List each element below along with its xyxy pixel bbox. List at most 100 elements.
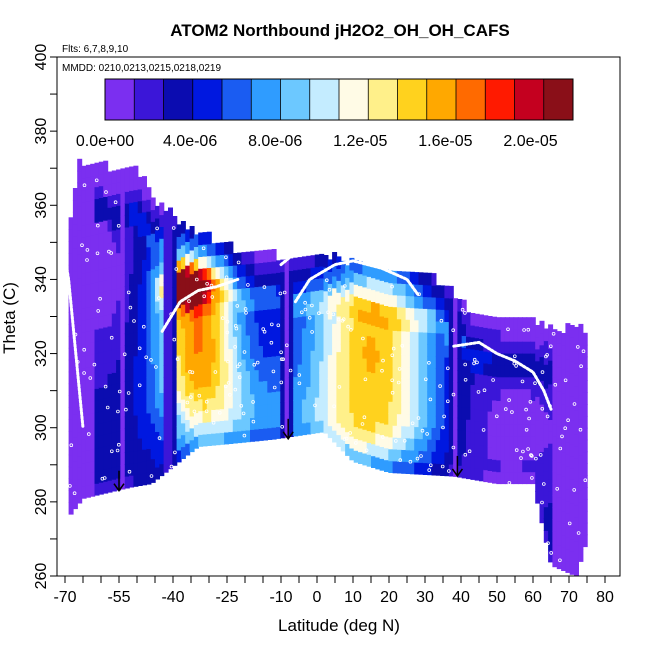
heatmap-cell [276, 343, 281, 356]
heatmap-cell [133, 403, 139, 416]
heatmap-cell [116, 288, 122, 301]
heatmap-cell [569, 384, 575, 397]
heatmap-cell [496, 329, 502, 342]
heatmap-cell [68, 407, 74, 420]
heatmap-cell [327, 354, 333, 367]
heatmap-cell [150, 233, 156, 246]
heatmap-cell [159, 404, 165, 417]
heatmap-cell [111, 312, 117, 326]
sample-point [269, 340, 274, 345]
heatmap-cell [98, 304, 104, 317]
heatmap-cell [358, 368, 363, 381]
heatmap-cell [396, 460, 402, 474]
sample-point [558, 446, 563, 451]
heatmap-cell [124, 369, 130, 382]
heatmap-cell [569, 431, 575, 445]
heatmap-cell [483, 362, 489, 376]
heatmap-cell [440, 463, 446, 476]
heatmap-cell [163, 341, 169, 354]
heatmap-cell [314, 420, 320, 434]
heatmap-cell [107, 266, 113, 279]
sample-point [427, 468, 432, 472]
heatmap-cell [427, 344, 433, 357]
heatmap-cell [539, 332, 545, 346]
colorbar-swatch [426, 79, 457, 120]
heatmap-cell [90, 329, 96, 343]
heatmap-cell [232, 336, 238, 349]
heatmap-cell [414, 295, 420, 309]
heatmap-cell [440, 356, 446, 370]
heatmap-cell [431, 379, 437, 393]
heatmap-cell [250, 251, 255, 264]
heatmap-cell [561, 427, 567, 441]
heatmap-cell [366, 406, 372, 420]
heatmap-cell [77, 265, 83, 279]
heatmap-cell [297, 399, 303, 412]
sample-point [224, 255, 228, 260]
heatmap-cell [241, 275, 247, 289]
heatmap-cell [163, 258, 169, 271]
heatmap-cell [202, 362, 208, 376]
heatmap-cell [371, 313, 376, 326]
heatmap-cell [142, 199, 147, 213]
heatmap-cell [314, 385, 320, 398]
heatmap-cell [245, 394, 251, 407]
heatmap-cell [470, 324, 476, 338]
heatmap-cell [90, 199, 96, 212]
heatmap-cell [453, 357, 459, 371]
heatmap-cell [457, 417, 463, 431]
heatmap-cell [358, 404, 363, 417]
heatmap-cell [137, 212, 143, 226]
sample-point [313, 403, 317, 408]
sample-point [279, 380, 284, 385]
sample-point [475, 360, 479, 365]
sample-point [419, 454, 423, 458]
heatmap-cell [172, 299, 178, 312]
heatmap-cell [340, 260, 346, 274]
heatmap-cell [444, 428, 450, 441]
heatmap-cell [427, 284, 433, 298]
heatmap-cell [206, 397, 212, 411]
heatmap-cell [254, 369, 260, 382]
x-tick-label: -40 [161, 589, 184, 606]
heatmap-cell [284, 413, 290, 426]
heatmap-cell [271, 343, 277, 357]
heatmap-cell [500, 400, 506, 413]
heatmap-cell [422, 391, 428, 404]
heatmap-cell [362, 369, 368, 383]
heatmap-cell [375, 302, 381, 316]
heatmap-cell [578, 466, 584, 479]
colorbar-swatch [514, 79, 545, 120]
sample-point [445, 399, 450, 404]
sample-point [72, 491, 77, 496]
heatmap-cell [107, 420, 113, 434]
heatmap-cell [219, 254, 225, 267]
heatmap-cell [271, 355, 277, 369]
heatmap-cell [319, 289, 325, 303]
heatmap-cell [306, 327, 312, 340]
heatmap-cell [94, 376, 100, 389]
heatmap-cell [371, 301, 376, 314]
heatmap-cell [276, 260, 281, 273]
heatmap-cell [172, 251, 178, 265]
heatmap-cell [448, 392, 454, 406]
heatmap-cell [271, 332, 277, 345]
heatmap-cell [116, 335, 122, 349]
heatmap-cell [405, 342, 411, 356]
heatmap-cell [379, 458, 385, 471]
heatmap-cell [107, 361, 113, 374]
heatmap-cell [172, 453, 178, 466]
x-tick-label: 20 [380, 589, 398, 606]
heatmap-cell [314, 337, 320, 351]
heatmap-cell [375, 326, 381, 339]
heatmap-cell [280, 366, 286, 379]
heatmap-cell [474, 468, 480, 481]
heatmap-cell [180, 387, 186, 400]
heatmap-cell [427, 438, 433, 452]
heatmap-cell [163, 210, 169, 224]
heatmap-cell [470, 384, 476, 397]
heatmap-cell [440, 332, 446, 346]
sample-point [506, 327, 510, 332]
heatmap-cell [392, 294, 398, 308]
heatmap-cell [470, 313, 476, 326]
